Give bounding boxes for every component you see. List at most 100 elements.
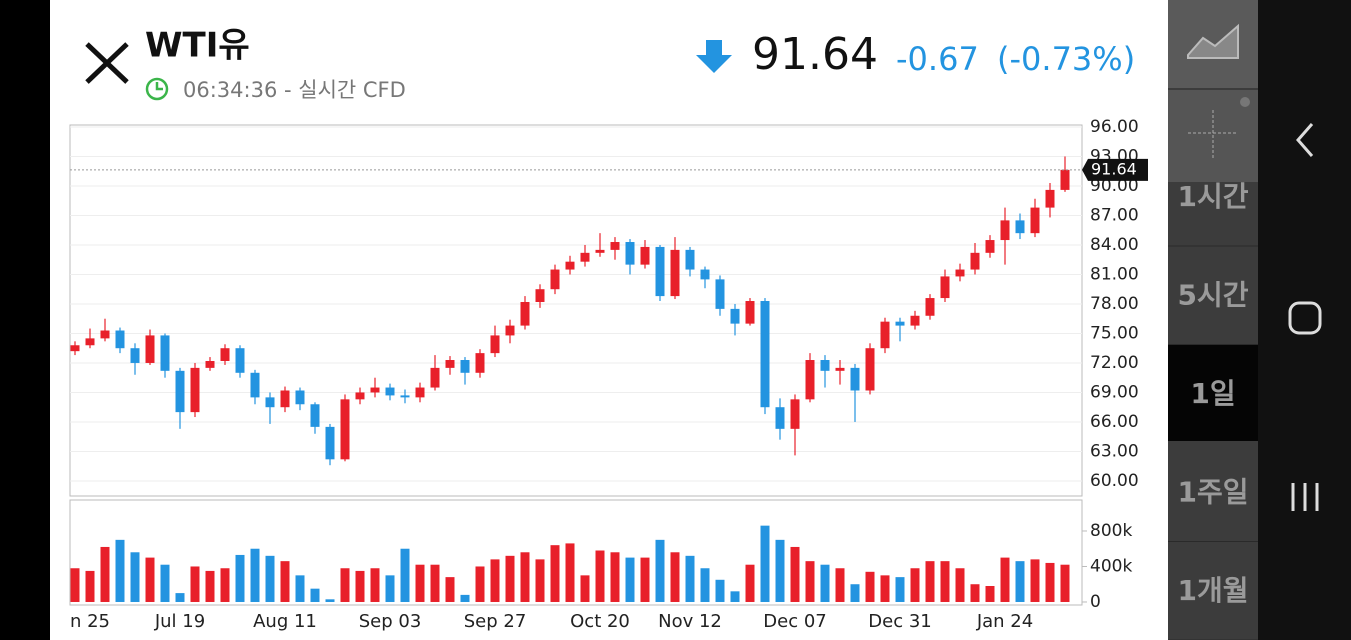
- nav-recent[interactable]: [1291, 483, 1319, 511]
- candle-body: [130, 348, 140, 363]
- candle-body: [235, 348, 245, 373]
- candle-body: [865, 348, 875, 391]
- candle-body: [550, 269, 560, 290]
- x-tick-label: Aug 11: [253, 611, 317, 632]
- candle-body: [820, 360, 830, 371]
- candle-body: [490, 335, 500, 354]
- volume-bar: [775, 539, 785, 602]
- volume-bar: [385, 575, 395, 602]
- candle-body: [385, 387, 395, 396]
- clock-hand: [155, 82, 163, 91]
- last-price-tag: [1082, 158, 1148, 181]
- volume-bar: [835, 568, 845, 602]
- volume-bar: [925, 561, 935, 602]
- candle-body: [250, 372, 260, 398]
- volume-bar: [580, 575, 590, 602]
- candle-body: [970, 252, 980, 270]
- candle-body: [955, 269, 965, 277]
- indicator-dot: [1240, 97, 1250, 107]
- candle-body: [580, 252, 590, 262]
- candle-body: [730, 308, 740, 324]
- last-price-label: 91.64: [1091, 159, 1137, 178]
- volume-bar: [700, 568, 710, 602]
- candle-body: [910, 315, 920, 326]
- candle-body: [1060, 169, 1070, 190]
- timeframe-button[interactable]: 1주일: [1177, 476, 1248, 509]
- volume-bar: [685, 555, 695, 602]
- candle-body: [280, 390, 290, 408]
- timeframe-selected-bg: [1168, 345, 1258, 441]
- candle-body: [640, 246, 650, 265]
- x-tick-label: Dec 07: [763, 611, 826, 632]
- candle-body: [340, 399, 350, 460]
- volume-bar: [745, 564, 755, 602]
- clock-icon: [145, 77, 169, 101]
- volume-bar: [250, 548, 260, 602]
- volume-bar: [475, 566, 485, 602]
- nav-back[interactable]: [1296, 123, 1314, 157]
- price: 91.64: [752, 29, 878, 80]
- y-tick-label: 96.00: [1090, 117, 1139, 137]
- timeframe-button[interactable]: 1일: [1190, 377, 1235, 410]
- volume-bar: [910, 568, 920, 602]
- timeframe-button[interactable]: 1개월: [1177, 574, 1248, 607]
- volume-bar: [610, 552, 620, 602]
- volume-bar: [325, 599, 335, 602]
- candle-body: [265, 397, 275, 408]
- candle-body: [535, 289, 545, 302]
- volume-bar: [520, 552, 530, 602]
- volume-bar: [1060, 564, 1070, 602]
- close-button[interactable]: [85, 42, 129, 84]
- x-tick-label: Oct 20: [570, 611, 630, 632]
- price-frame: [69, 124, 1083, 497]
- chart-type-icon: [1187, 23, 1239, 59]
- candle-body: [595, 249, 605, 253]
- nav-home[interactable]: [1288, 301, 1322, 335]
- volume-bar: [430, 564, 440, 602]
- candle-body: [70, 345, 80, 352]
- candle-body: [745, 301, 755, 324]
- y-tick-label: 0: [1090, 592, 1101, 612]
- candle-body: [850, 367, 860, 391]
- volume-bar: [490, 559, 500, 602]
- candle-body: [700, 269, 710, 280]
- timeframe-buttons: 1시간 5시간 1일 1주일 1개월: [1168, 180, 1258, 640]
- candle-body: [715, 279, 725, 309]
- timeframe-button[interactable]: 1시간: [1177, 180, 1248, 213]
- candle-body: [520, 301, 530, 326]
- volume-bar: [85, 570, 95, 602]
- y-tick-label: 60.00: [1090, 471, 1139, 491]
- volume-bar: [460, 594, 470, 602]
- plot: 96.0093.0090.0087.0084.0081.0078.0075.00…: [70, 117, 1148, 632]
- candle-body: [925, 298, 935, 316]
- x-tick-label: Sep 03: [359, 611, 422, 632]
- volume-bar: [295, 575, 305, 602]
- timeframe-button[interactable]: 5시간: [1177, 279, 1248, 312]
- volume-bar: [550, 545, 560, 602]
- close-icon: [85, 42, 129, 84]
- candle-body: [325, 426, 335, 460]
- candle-body: [880, 321, 890, 349]
- volume-bar: [400, 548, 410, 602]
- candle-body: [685, 249, 695, 270]
- x-tick-label: n 25: [70, 611, 110, 632]
- y-tick-label: 84.00: [1090, 235, 1139, 255]
- candle-body: [475, 353, 485, 373]
- volume-bar: [415, 564, 425, 602]
- x-tick-label: Jul 19: [154, 611, 205, 632]
- candle-body: [100, 330, 110, 339]
- candle-body: [295, 390, 305, 405]
- volume-bar: [850, 584, 860, 602]
- volume-bar: [355, 570, 365, 602]
- y-tick-label: 81.00: [1090, 264, 1139, 284]
- volume-bar: [235, 554, 245, 602]
- candle-body: [940, 276, 950, 299]
- candle-body: [175, 370, 185, 413]
- candle-body: [190, 367, 200, 413]
- candle-body: [760, 301, 770, 408]
- y-tick-label: 75.00: [1090, 323, 1139, 343]
- candle-body: [115, 330, 125, 349]
- volume-bar: [760, 525, 770, 602]
